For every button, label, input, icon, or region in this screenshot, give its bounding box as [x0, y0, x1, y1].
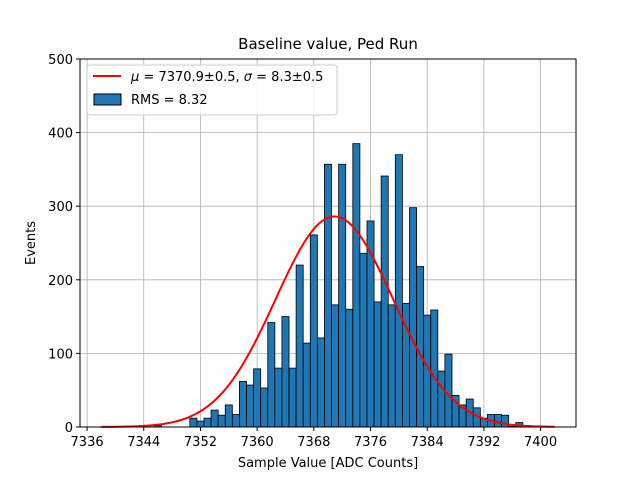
histogram-bar	[380, 175, 389, 428]
histogram-bar	[295, 264, 304, 428]
legend-fit-suffix: = 8.3±0.5	[252, 70, 323, 85]
histogram-bar	[324, 163, 332, 428]
legend-fit-mid: = 7370.9±0.5,	[139, 70, 243, 85]
histogram-bar	[316, 337, 325, 428]
histogram-bar	[416, 266, 425, 428]
y-tick-label: 300	[48, 200, 73, 215]
legend-box	[86, 64, 338, 116]
histogram-bar	[253, 368, 262, 428]
x-tick-label: 7360	[241, 435, 274, 450]
histogram-bar	[203, 417, 212, 428]
legend-mu-symbol: μ	[130, 70, 139, 85]
histogram-bar	[494, 414, 502, 428]
legend-hist-label: RMS = 8.32	[131, 93, 208, 108]
histogram-bar	[430, 309, 439, 428]
legend: μ = 7370.9±0.5, σ = 8.3±0.5 RMS = 8.32	[86, 64, 338, 116]
histogram-bar	[373, 301, 382, 428]
histogram-bar	[189, 417, 198, 428]
histogram-bar	[352, 143, 361, 428]
histogram-bar	[359, 252, 368, 428]
y-tick-label: 100	[48, 347, 73, 362]
y-tick-label: 200	[48, 274, 73, 289]
legend-fit-label: μ = 7370.9±0.5, σ = 8.3±0.5	[130, 70, 323, 85]
histogram-bar	[239, 380, 247, 428]
y-tick-label: 500	[48, 53, 73, 68]
y-axis-label: Events	[24, 221, 39, 265]
x-tick-label: 7344	[127, 435, 160, 450]
x-tick-label: 7352	[184, 435, 217, 450]
x-tick-label: 7368	[297, 435, 330, 450]
x-tick-label: 7400	[524, 435, 557, 450]
y-tick-label: 0	[65, 421, 73, 436]
y-axis-ticks: 0 100 200 300 400 500	[48, 53, 80, 436]
x-axis-label: Sample Value [ADC Counts]	[238, 456, 418, 471]
histogram-bar	[345, 308, 354, 428]
x-axis-ticks: 7336 7344 7352 7360 7368 7376 7384 7392 7400	[71, 427, 557, 450]
x-tick-label: 7384	[411, 435, 444, 450]
histogram-bar	[338, 163, 347, 428]
x-tick-label: 7392	[467, 435, 500, 450]
histogram-bar	[387, 304, 396, 428]
histogram-bar	[196, 420, 205, 428]
histogram-bar	[274, 367, 283, 428]
histogram-bar	[437, 370, 446, 428]
gaussian-fit-curve	[101, 215, 555, 428]
chart-title: Baseline value, Ped Run	[238, 35, 418, 53]
y-tick-label: 400	[48, 127, 73, 142]
histogram-bar	[302, 342, 311, 428]
histogram-bar	[210, 409, 219, 428]
histogram-bar	[224, 404, 233, 428]
histogram-bar	[281, 316, 290, 428]
legend-sigma-symbol: σ	[244, 70, 253, 85]
histogram-bar	[246, 384, 254, 428]
histogram-bar	[217, 414, 226, 428]
legend-hist-swatch	[93, 93, 122, 106]
histogram-bar	[409, 207, 417, 428]
histogram-bar	[260, 387, 269, 428]
histogram-bar	[231, 414, 240, 428]
plot-frame	[79, 58, 577, 428]
histogram-bar	[331, 304, 340, 428]
x-tick-label: 7336	[71, 435, 104, 450]
histogram-bar	[394, 154, 403, 428]
histogram-bar	[288, 367, 297, 428]
histogram-bar	[444, 353, 453, 428]
histogram-bar	[309, 234, 318, 428]
histogram-bar	[267, 322, 276, 428]
x-tick-label: 7376	[354, 435, 387, 450]
